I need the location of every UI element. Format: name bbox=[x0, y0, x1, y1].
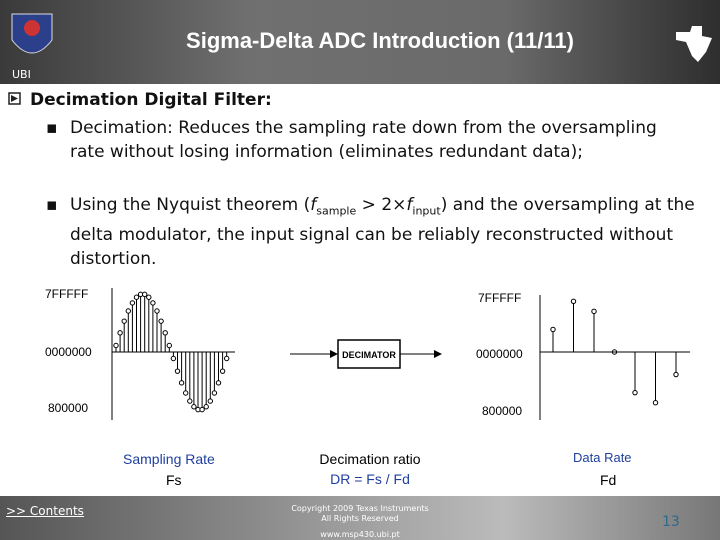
stem-head bbox=[150, 300, 156, 306]
arrow-head bbox=[330, 350, 338, 358]
stem-head bbox=[215, 380, 222, 386]
heading: Decimation Digital Filter: bbox=[30, 90, 272, 110]
decimator-box bbox=[337, 339, 401, 369]
stem-head bbox=[125, 308, 132, 314]
stem-head bbox=[162, 330, 168, 336]
stem-head bbox=[224, 355, 230, 362]
footer-band: >> Contents Copyright 2009 Texas Instrum… bbox=[0, 496, 720, 540]
stem-head bbox=[207, 398, 214, 404]
axis-label: 7FFFFF bbox=[45, 287, 88, 301]
text: Using the Nyquist theorem ( bbox=[70, 195, 311, 215]
stem-head bbox=[203, 404, 209, 410]
bullet-marker: ▪ bbox=[46, 195, 58, 215]
bullet: Decimation: Reduces the sampling rate do… bbox=[70, 118, 657, 162]
header-band: UBI Sigma-Delta ADC Introduction (11/11) bbox=[0, 0, 720, 84]
stem-head bbox=[652, 399, 659, 406]
stem-head bbox=[133, 294, 140, 300]
stem-head bbox=[158, 318, 164, 324]
slide-title: Sigma-Delta ADC Introduction (11/11) bbox=[186, 28, 574, 53]
stem-head bbox=[142, 291, 148, 298]
caption: Sampling Rate bbox=[123, 451, 215, 467]
stem-head bbox=[170, 355, 177, 362]
heading-bullet bbox=[8, 92, 21, 105]
symbol: Fd bbox=[600, 472, 616, 488]
stem-head bbox=[174, 368, 181, 374]
symbol: f bbox=[406, 195, 413, 215]
university-logo bbox=[11, 13, 53, 54]
stem-head bbox=[591, 308, 597, 315]
axis-label: 0000000 bbox=[45, 345, 92, 359]
figure: 7FFFFF 0000000 800000 Sampling Rate Fs D… bbox=[45, 287, 690, 488]
symbol: f bbox=[310, 195, 317, 215]
copyright: Copyright 2009 Texas Instruments bbox=[291, 504, 429, 513]
caption: Decimation ratio bbox=[319, 451, 420, 467]
formula: DR = Fs / Fd bbox=[330, 471, 410, 487]
stem-head bbox=[121, 318, 127, 324]
stem-head bbox=[183, 390, 189, 396]
subscript: input bbox=[412, 204, 441, 218]
stem-head bbox=[113, 342, 119, 349]
stem-head bbox=[199, 406, 205, 413]
ti-logo bbox=[676, 26, 712, 62]
stem-head bbox=[219, 368, 226, 374]
stem-head bbox=[673, 371, 679, 378]
box-label: DECIMATOR bbox=[342, 350, 396, 360]
stem-head bbox=[632, 389, 638, 396]
stem-head bbox=[191, 404, 197, 410]
axis-label: 0000000 bbox=[476, 347, 523, 361]
text: > 2× bbox=[356, 195, 407, 215]
axis-label: 800000 bbox=[482, 404, 522, 418]
bullet: Using the Nyquist theorem (fsample > 2×f… bbox=[70, 193, 700, 271]
stem-head bbox=[166, 342, 173, 349]
stem-head bbox=[570, 298, 577, 305]
stem-head bbox=[129, 300, 136, 306]
axis-label: 7FFFFF bbox=[478, 291, 521, 305]
copyright: All Rights Reserved bbox=[321, 514, 399, 523]
stem-head bbox=[187, 398, 193, 404]
logo-label: UBI bbox=[12, 68, 31, 81]
url: www.msp430.ubi.pt bbox=[320, 530, 400, 539]
page-number: 13 bbox=[662, 514, 680, 530]
stem-head bbox=[117, 330, 123, 336]
subscript: sample bbox=[316, 204, 357, 218]
axis-label: 800000 bbox=[48, 401, 88, 415]
contents-link[interactable]: >> Contents bbox=[6, 504, 84, 518]
stem-head bbox=[211, 390, 218, 396]
stem-head bbox=[550, 326, 556, 333]
stem-head bbox=[178, 380, 185, 386]
bullet-marker: ▪ bbox=[46, 118, 58, 138]
stem-head bbox=[146, 294, 152, 300]
arrow-head bbox=[434, 350, 442, 358]
text: ) and the oversampling at the delta modu… bbox=[70, 195, 695, 270]
stem-head bbox=[154, 308, 160, 314]
caption: Data Rate bbox=[573, 450, 632, 465]
symbol: Fs bbox=[166, 472, 182, 488]
